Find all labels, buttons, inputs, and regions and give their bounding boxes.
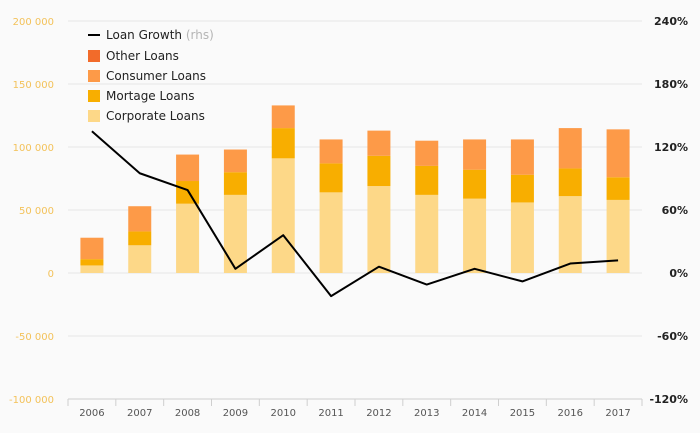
bar-segment: [223, 172, 247, 195]
legend-label: Consumer Loans: [106, 69, 206, 83]
legend-label: Other Loans: [106, 49, 179, 63]
x-tick-label: 2008: [175, 408, 200, 419]
x-tick-label: 2013: [414, 408, 439, 419]
legend-swatch: [88, 50, 100, 62]
legend-note: (rhs): [186, 28, 214, 42]
bar-segment: [558, 128, 582, 169]
bar-segment: [415, 194, 439, 273]
bar-segment: [367, 186, 391, 273]
bar-segment: [128, 231, 152, 246]
x-tick-label: 2006: [79, 408, 104, 419]
bar-segment: [510, 174, 534, 203]
bar-segment: [558, 168, 582, 197]
y-left-tick-label: -50 000: [15, 332, 54, 343]
y-left-tick-label: 0: [48, 269, 54, 280]
y-left-tick-label: 100 000: [13, 143, 54, 154]
bar-segment: [271, 105, 295, 129]
x-tick-label: 2007: [127, 408, 152, 419]
y-left-tick-label: 200 000: [13, 17, 54, 28]
x-tick-label: 2011: [318, 408, 343, 419]
bar-segment: [319, 139, 343, 164]
bar-segment: [176, 203, 200, 273]
bar-segment: [367, 155, 391, 187]
bar-segment: [606, 129, 630, 178]
gridlines: [68, 20, 642, 337]
x-tick-label: 2010: [271, 408, 296, 419]
x-tick-label: 2017: [605, 408, 630, 419]
loan-growth-line-layer: [91, 130, 619, 298]
bar-segment: [606, 199, 630, 273]
axes: -100 000 -50 000 0 50 000 100 000 150 000 200 …: [9, 15, 688, 419]
y-left-tick-label: -100 000: [9, 395, 54, 406]
bar-segment: [271, 128, 295, 159]
bar-segment: [223, 149, 247, 173]
y-right-tick-label: 240%: [654, 15, 688, 28]
bar-segment: [415, 165, 439, 195]
loan-growth-line: [91, 130, 619, 298]
bar-segment: [128, 206, 152, 232]
legend-label: Loan Growth (rhs): [106, 28, 214, 42]
x-tick-label: 2009: [223, 408, 248, 419]
y-right-tick-label: 60%: [662, 204, 688, 217]
legend-swatch: [88, 90, 100, 102]
legend-item-loan-growth: Loan Growth (rhs): [88, 28, 214, 42]
bar-segment: [367, 130, 391, 156]
stacked-bars: [80, 105, 630, 273]
y-right-tick-label: 120%: [654, 141, 688, 154]
legend-label: Mortage Loans: [106, 89, 195, 103]
bar-segment: [80, 237, 104, 260]
legend-item: Mortage Loans: [88, 89, 195, 103]
bar-segment: [80, 259, 104, 266]
bar-segment: [319, 192, 343, 273]
legend-item: Other Loans: [88, 49, 179, 63]
bar-segment: [128, 245, 152, 273]
legend-item: Consumer Loans: [88, 69, 206, 83]
y-right-tick-label: 180%: [654, 78, 688, 91]
y-left-tick-label: 150 000: [13, 80, 54, 91]
x-tick-label: 2012: [366, 408, 391, 419]
legend-swatch: [88, 70, 100, 82]
legend-label: Corporate Loans: [106, 109, 205, 123]
legend: Loan Growth (rhs) Other Loans Consumer Loa…: [88, 28, 214, 123]
bar-segment: [510, 139, 534, 175]
x-tick-label: 2015: [510, 408, 535, 419]
y-right-tick-label: -60%: [657, 330, 688, 343]
x-tick-label: 2014: [462, 408, 487, 419]
bar-segment: [510, 202, 534, 273]
y-right-tick-label: -120%: [649, 393, 688, 406]
bar-segment: [606, 177, 630, 200]
bar-segment: [80, 265, 104, 273]
x-tick-label: 2016: [558, 408, 583, 419]
bar-segment: [463, 198, 487, 273]
bar-segment: [223, 194, 247, 273]
bar-segment: [176, 181, 200, 204]
bar-segment: [319, 163, 343, 193]
bar-segment: [558, 196, 582, 273]
bar-segment: [463, 169, 487, 199]
legend-item: Corporate Loans: [88, 109, 205, 123]
bar-segment: [176, 154, 200, 182]
legend-swatch: [88, 110, 100, 122]
bar-segment: [415, 140, 439, 166]
y-left-tick-label: 50 000: [19, 206, 54, 217]
bar-segment: [271, 158, 295, 273]
y-right-tick-label: 0%: [669, 267, 688, 280]
bar-segment: [463, 139, 487, 170]
